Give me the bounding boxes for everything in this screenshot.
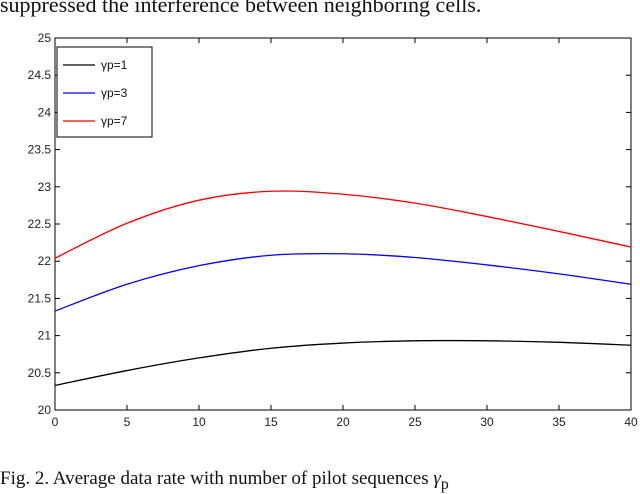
y-tick-label: 23 bbox=[38, 180, 52, 194]
figure-caption: Fig. 2. Average data rate with number of… bbox=[0, 468, 640, 494]
series-line-1 bbox=[54, 339, 632, 387]
series-line-2 bbox=[54, 252, 632, 312]
legend-entry: γp=1 bbox=[101, 58, 128, 72]
y-tick-label: 22 bbox=[38, 254, 52, 268]
x-tick-label: 25 bbox=[408, 415, 422, 429]
x-tick-label: 10 bbox=[192, 415, 206, 429]
series-line-3 bbox=[54, 190, 632, 259]
caption-prefix: Fig. 2. Average data rate with number of… bbox=[0, 468, 434, 489]
x-tick-label: 15 bbox=[264, 415, 278, 429]
line-chart: 0 5 10 15 20 25 30 35 40 20 20.5 21 21.5 22 22.5 23 23.5… bbox=[28, 31, 638, 429]
legend-entry: γp=3 bbox=[101, 86, 128, 100]
caption-subscript: p bbox=[440, 475, 449, 493]
x-tick-label: 30 bbox=[480, 415, 494, 429]
legend-entry: γp=7 bbox=[101, 114, 128, 128]
x-tick-label: 20 bbox=[336, 415, 350, 429]
tick-group: 0 5 10 15 20 25 30 35 40 20 20.5 21 21.5 22 22.5 23 23.5… bbox=[28, 31, 638, 429]
y-tick-label: 25 bbox=[38, 31, 52, 45]
caption-symbol: γ bbox=[433, 468, 441, 489]
y-tick-label: 21 bbox=[38, 329, 52, 343]
y-tick-label: 24 bbox=[38, 105, 52, 119]
x-tick-label: 5 bbox=[124, 415, 131, 429]
y-tick-label: 23.5 bbox=[28, 143, 52, 157]
y-tick-label: 20.5 bbox=[28, 366, 52, 380]
x-tick-label: 35 bbox=[552, 415, 566, 429]
y-tick-label: 21.5 bbox=[28, 291, 52, 305]
x-tick-label: 0 bbox=[52, 415, 59, 429]
legend: γp=1 γp=3 γp=7 bbox=[56, 46, 153, 138]
y-tick-label: 24.5 bbox=[28, 68, 52, 82]
caption-top: suppressed the interference between neig… bbox=[0, 0, 482, 17]
y-tick-label: 22.5 bbox=[28, 217, 52, 231]
y-tick-label: 20 bbox=[38, 403, 52, 417]
x-tick-label: 40 bbox=[624, 415, 638, 429]
legend-box bbox=[56, 46, 153, 138]
series-group bbox=[54, 190, 632, 387]
